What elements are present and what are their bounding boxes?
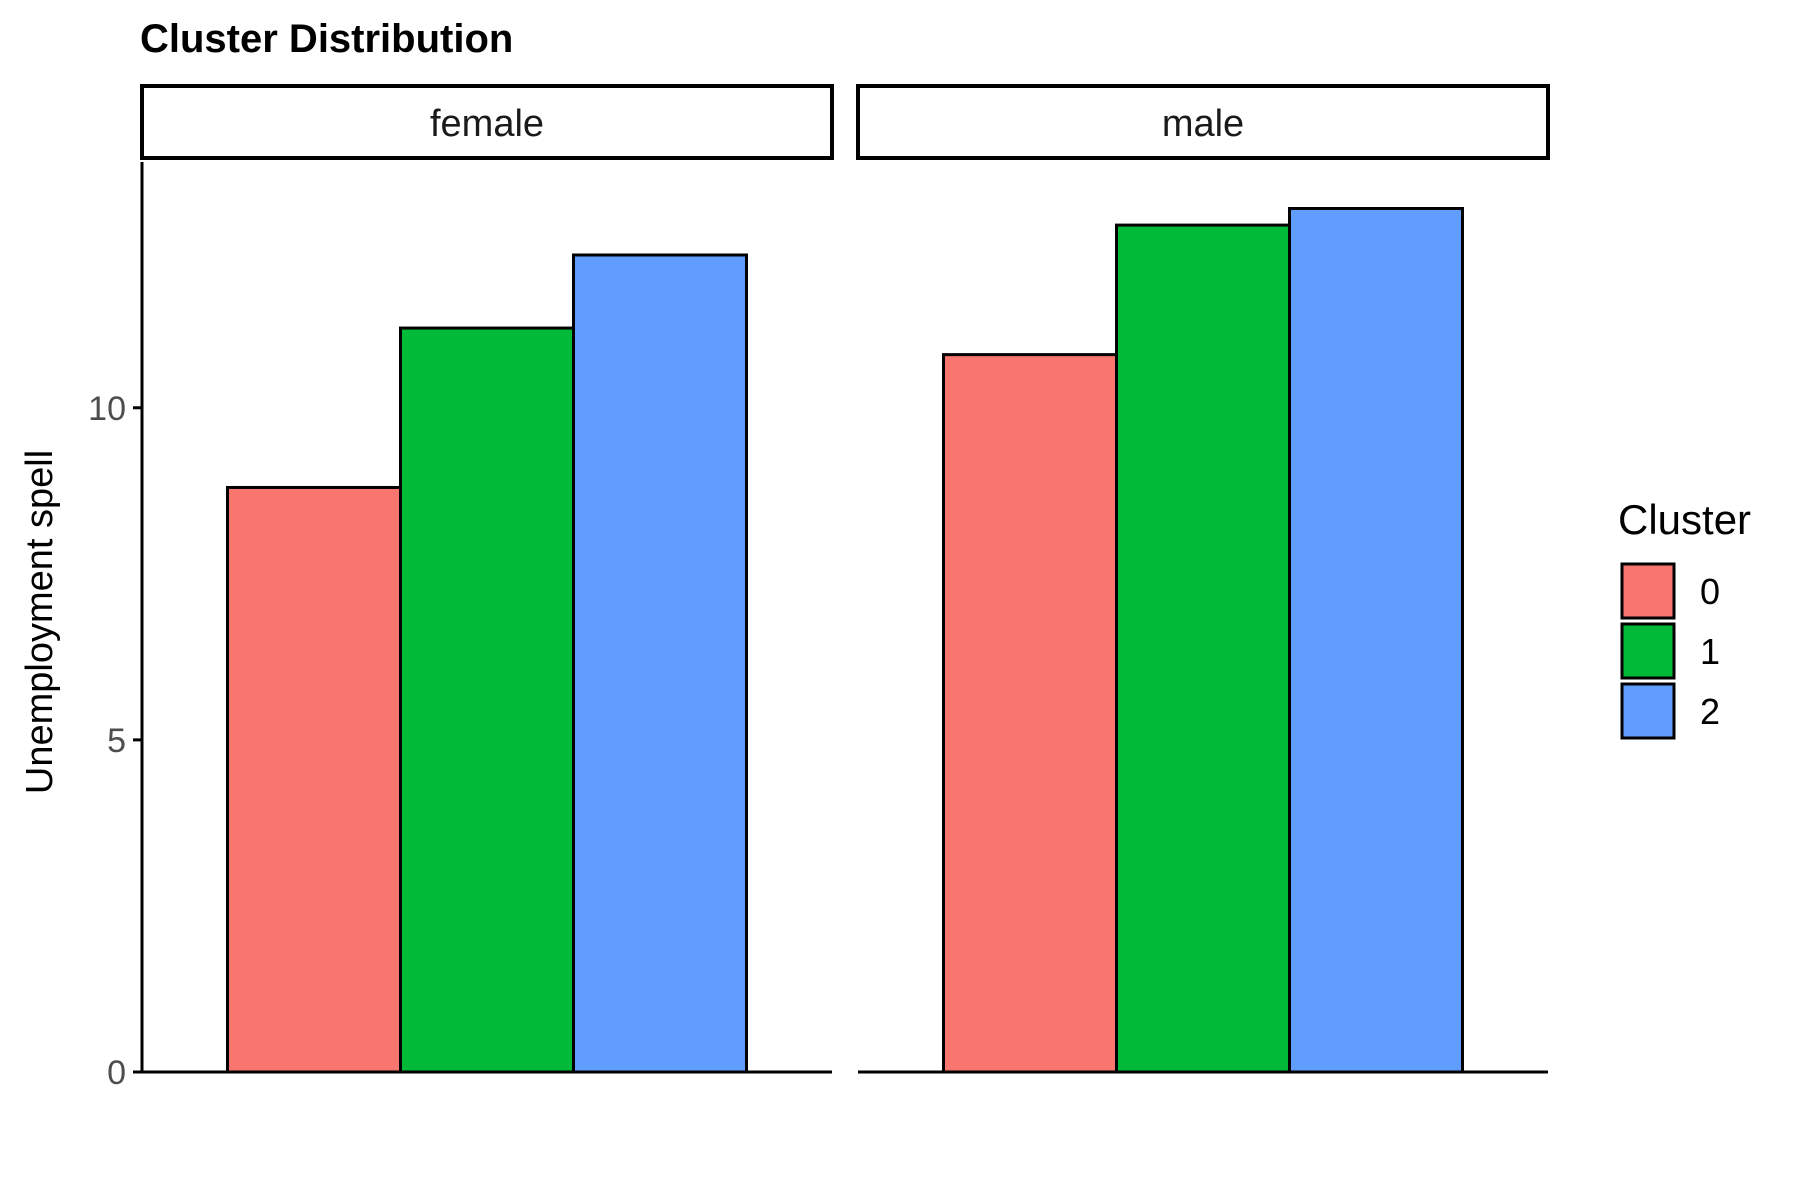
- y-tick-label-10: 10: [88, 390, 126, 428]
- y-axis-title: Unemployment spell: [19, 450, 61, 794]
- legend: Cluster 0 1 2: [1618, 496, 1751, 740]
- facet-panel-female: female: [140, 84, 834, 1074]
- legend-key-0: [1620, 562, 1676, 620]
- bar-female-cluster-1: [399, 326, 575, 1074]
- chart-title: Cluster Distribution: [140, 17, 513, 61]
- strip-label-female: female: [430, 103, 544, 145]
- bar-male-cluster-0: [942, 353, 1118, 1074]
- legend-label-0: 0: [1700, 571, 1720, 612]
- strip-box-female: [140, 84, 834, 160]
- legend-label-1: 1: [1700, 631, 1720, 672]
- legend-label-2: 2: [1700, 691, 1720, 732]
- facet-panels: female male: [140, 84, 1550, 1074]
- strip-label-male: male: [1162, 103, 1244, 145]
- legend-key-1: [1620, 622, 1676, 680]
- y-tick-label-0: 0: [107, 1054, 126, 1092]
- y-axis: 0 5 10: [88, 162, 144, 1092]
- bar-female-cluster-2: [572, 253, 748, 1074]
- bar-female-cluster-0: [226, 485, 402, 1074]
- facet-panel-male: male: [856, 84, 1550, 1074]
- legend-title: Cluster: [1618, 496, 1751, 543]
- bar-male-cluster-1: [1115, 223, 1291, 1074]
- bar-male-cluster-2: [1288, 206, 1464, 1074]
- y-tick-label-5: 5: [107, 722, 126, 760]
- legend-items: 0 1 2: [1620, 562, 1720, 740]
- strip-box-male: [856, 84, 1550, 160]
- legend-key-2: [1620, 682, 1676, 740]
